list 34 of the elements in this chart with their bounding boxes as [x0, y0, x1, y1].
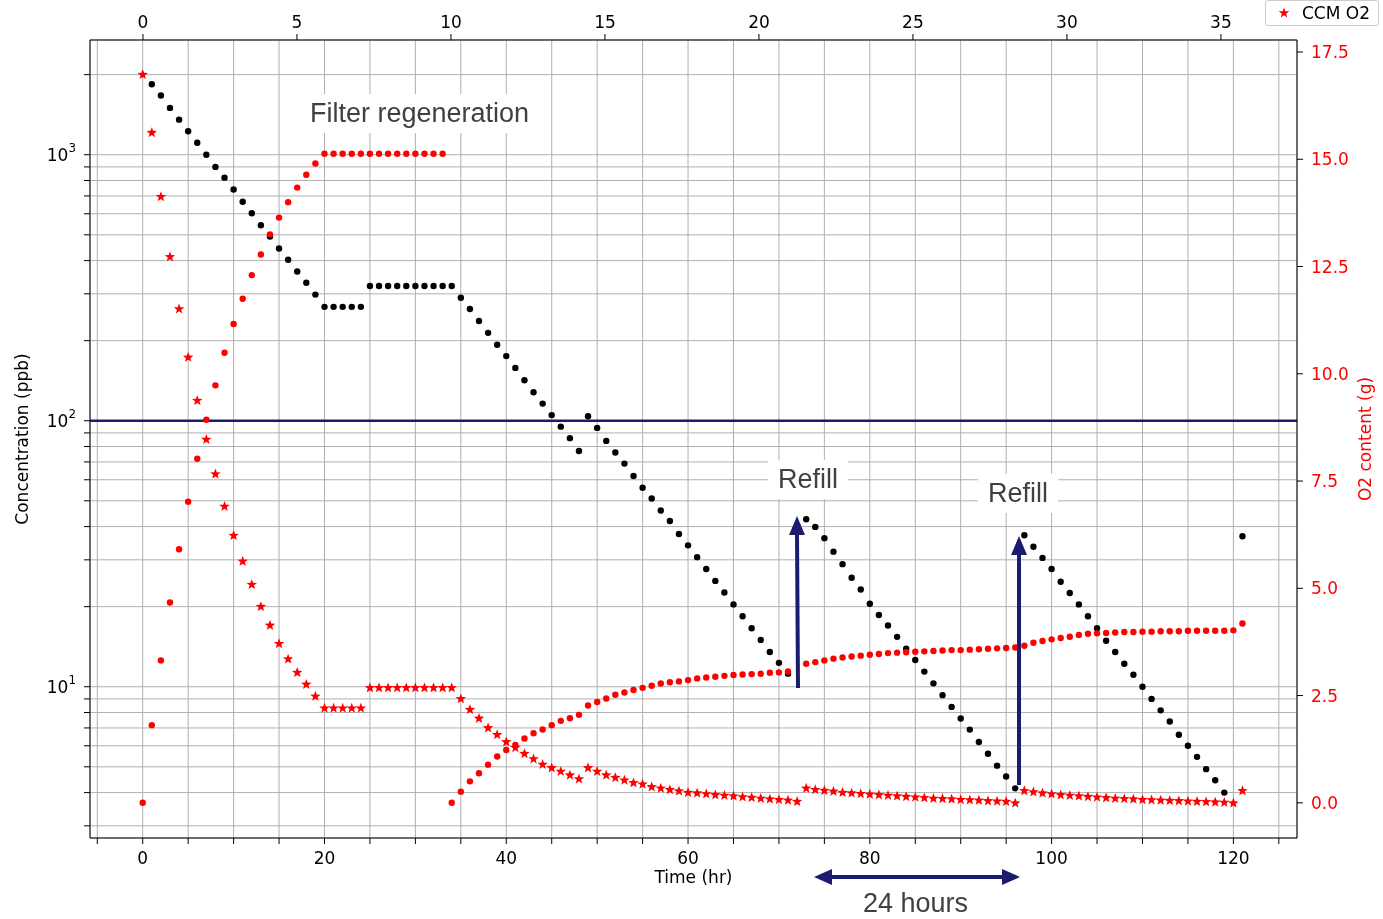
y-tick-label: 10$^{3}$: [46, 140, 76, 165]
x-tick-label: 0: [137, 848, 149, 868]
y2-tick-label: 10.0: [1311, 363, 1349, 384]
text: 24 hours: [862, 887, 970, 919]
y2-tick-label: 15.0: [1311, 149, 1349, 170]
x2-tick-label: 35: [1210, 12, 1232, 32]
y2-axis-title: O2 content (g): [1355, 376, 1376, 502]
x-tick-label: 40: [495, 848, 518, 868]
x2-tick-label: 10: [440, 12, 462, 32]
x2-tick-label: 30: [1056, 12, 1078, 32]
annotation: Filter regeneration: [300, 94, 540, 133]
x-tick-label: 60: [677, 848, 699, 868]
x-tick-label: 120: [1217, 848, 1250, 868]
legend-label: CCM O2: [1301, 3, 1370, 23]
x2-tick-label: 0: [137, 12, 149, 32]
y2-tick-label: 12.5: [1311, 256, 1349, 277]
y-tick-label: 10$^{1}$: [46, 672, 76, 697]
y2-tick-label: 0.0: [1311, 792, 1339, 813]
y2-tick-label: 5.0: [1311, 578, 1339, 599]
x2-tick-label: 15: [594, 12, 616, 32]
y-tick-label: 10$^{2}$: [46, 406, 76, 431]
x2-tick-label: 5: [291, 12, 303, 32]
y2-tick-label: 7.5: [1311, 471, 1339, 492]
x-tick-label: 80: [859, 848, 881, 868]
x2-tick-label: 20: [748, 12, 770, 32]
x2-tick-label: 25: [902, 12, 924, 32]
y2-tick-label: 2.5: [1311, 685, 1339, 706]
x-axis-title: Time (hr): [653, 867, 733, 887]
annotation: Refill: [978, 474, 1059, 513]
x-tick-label: 100: [1035, 848, 1068, 868]
y-axis-title: Concentration (ppb): [12, 353, 33, 525]
annotation: Refill: [768, 460, 849, 499]
x-tick-label: 20: [313, 848, 336, 868]
y2-tick-label: 17.5: [1311, 42, 1349, 63]
